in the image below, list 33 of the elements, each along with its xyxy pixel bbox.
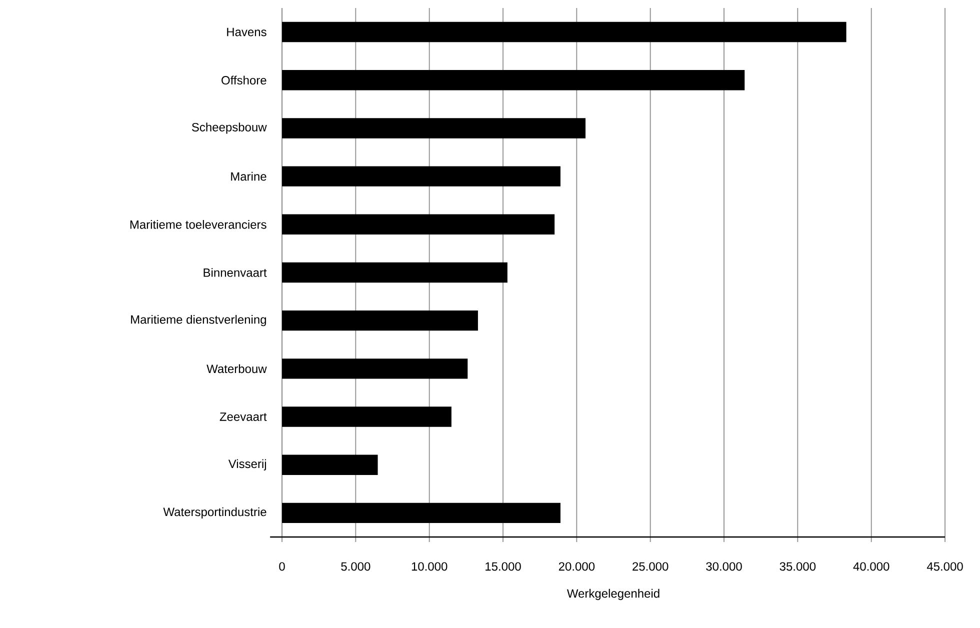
x-tick-label: 10.000 (412, 562, 448, 571)
y-tick-label: Waterbouw (206, 364, 267, 374)
y-tick-label: Watersportindustrie (163, 507, 266, 519)
y-tick-label: Havens (227, 28, 266, 36)
bar (282, 70, 745, 90)
x-tick-label: 0 (279, 562, 285, 571)
y-tick-label: Marine (231, 172, 266, 181)
x-tick-label: 20.000 (558, 562, 595, 571)
y-tick-label: Maritieme dienstverlening (131, 314, 266, 326)
bar (282, 358, 468, 379)
x-tick-label: 5.000 (341, 562, 370, 571)
x-tick-label: 40.000 (853, 562, 890, 571)
y-tick-label: Maritieme toeleveranciers (130, 220, 266, 229)
bar (282, 454, 378, 475)
bar (282, 502, 560, 524)
bar (282, 118, 586, 138)
y-tick-label: Scheepsbouw (192, 122, 267, 134)
x-tick-label: 35.000 (780, 562, 816, 571)
bar (282, 406, 452, 427)
bar (282, 310, 478, 331)
bar (282, 262, 508, 283)
y-tick-label: Visserij (228, 459, 266, 470)
x-tick-label: 15.000 (486, 562, 521, 571)
y-tick-label: Offshore (222, 76, 266, 85)
bar (282, 166, 560, 186)
bar (282, 214, 555, 234)
y-tick-label: Binnenvaart (204, 268, 267, 277)
y-tick-label: Zeevaart (220, 412, 267, 421)
x-tick-label: 45.000 (926, 562, 963, 571)
bar (282, 22, 846, 42)
x-tick-label: 30.000 (706, 562, 742, 571)
x-axis-title: Werkgelegenheid (566, 588, 660, 600)
x-tick-label: 25.000 (632, 562, 668, 571)
